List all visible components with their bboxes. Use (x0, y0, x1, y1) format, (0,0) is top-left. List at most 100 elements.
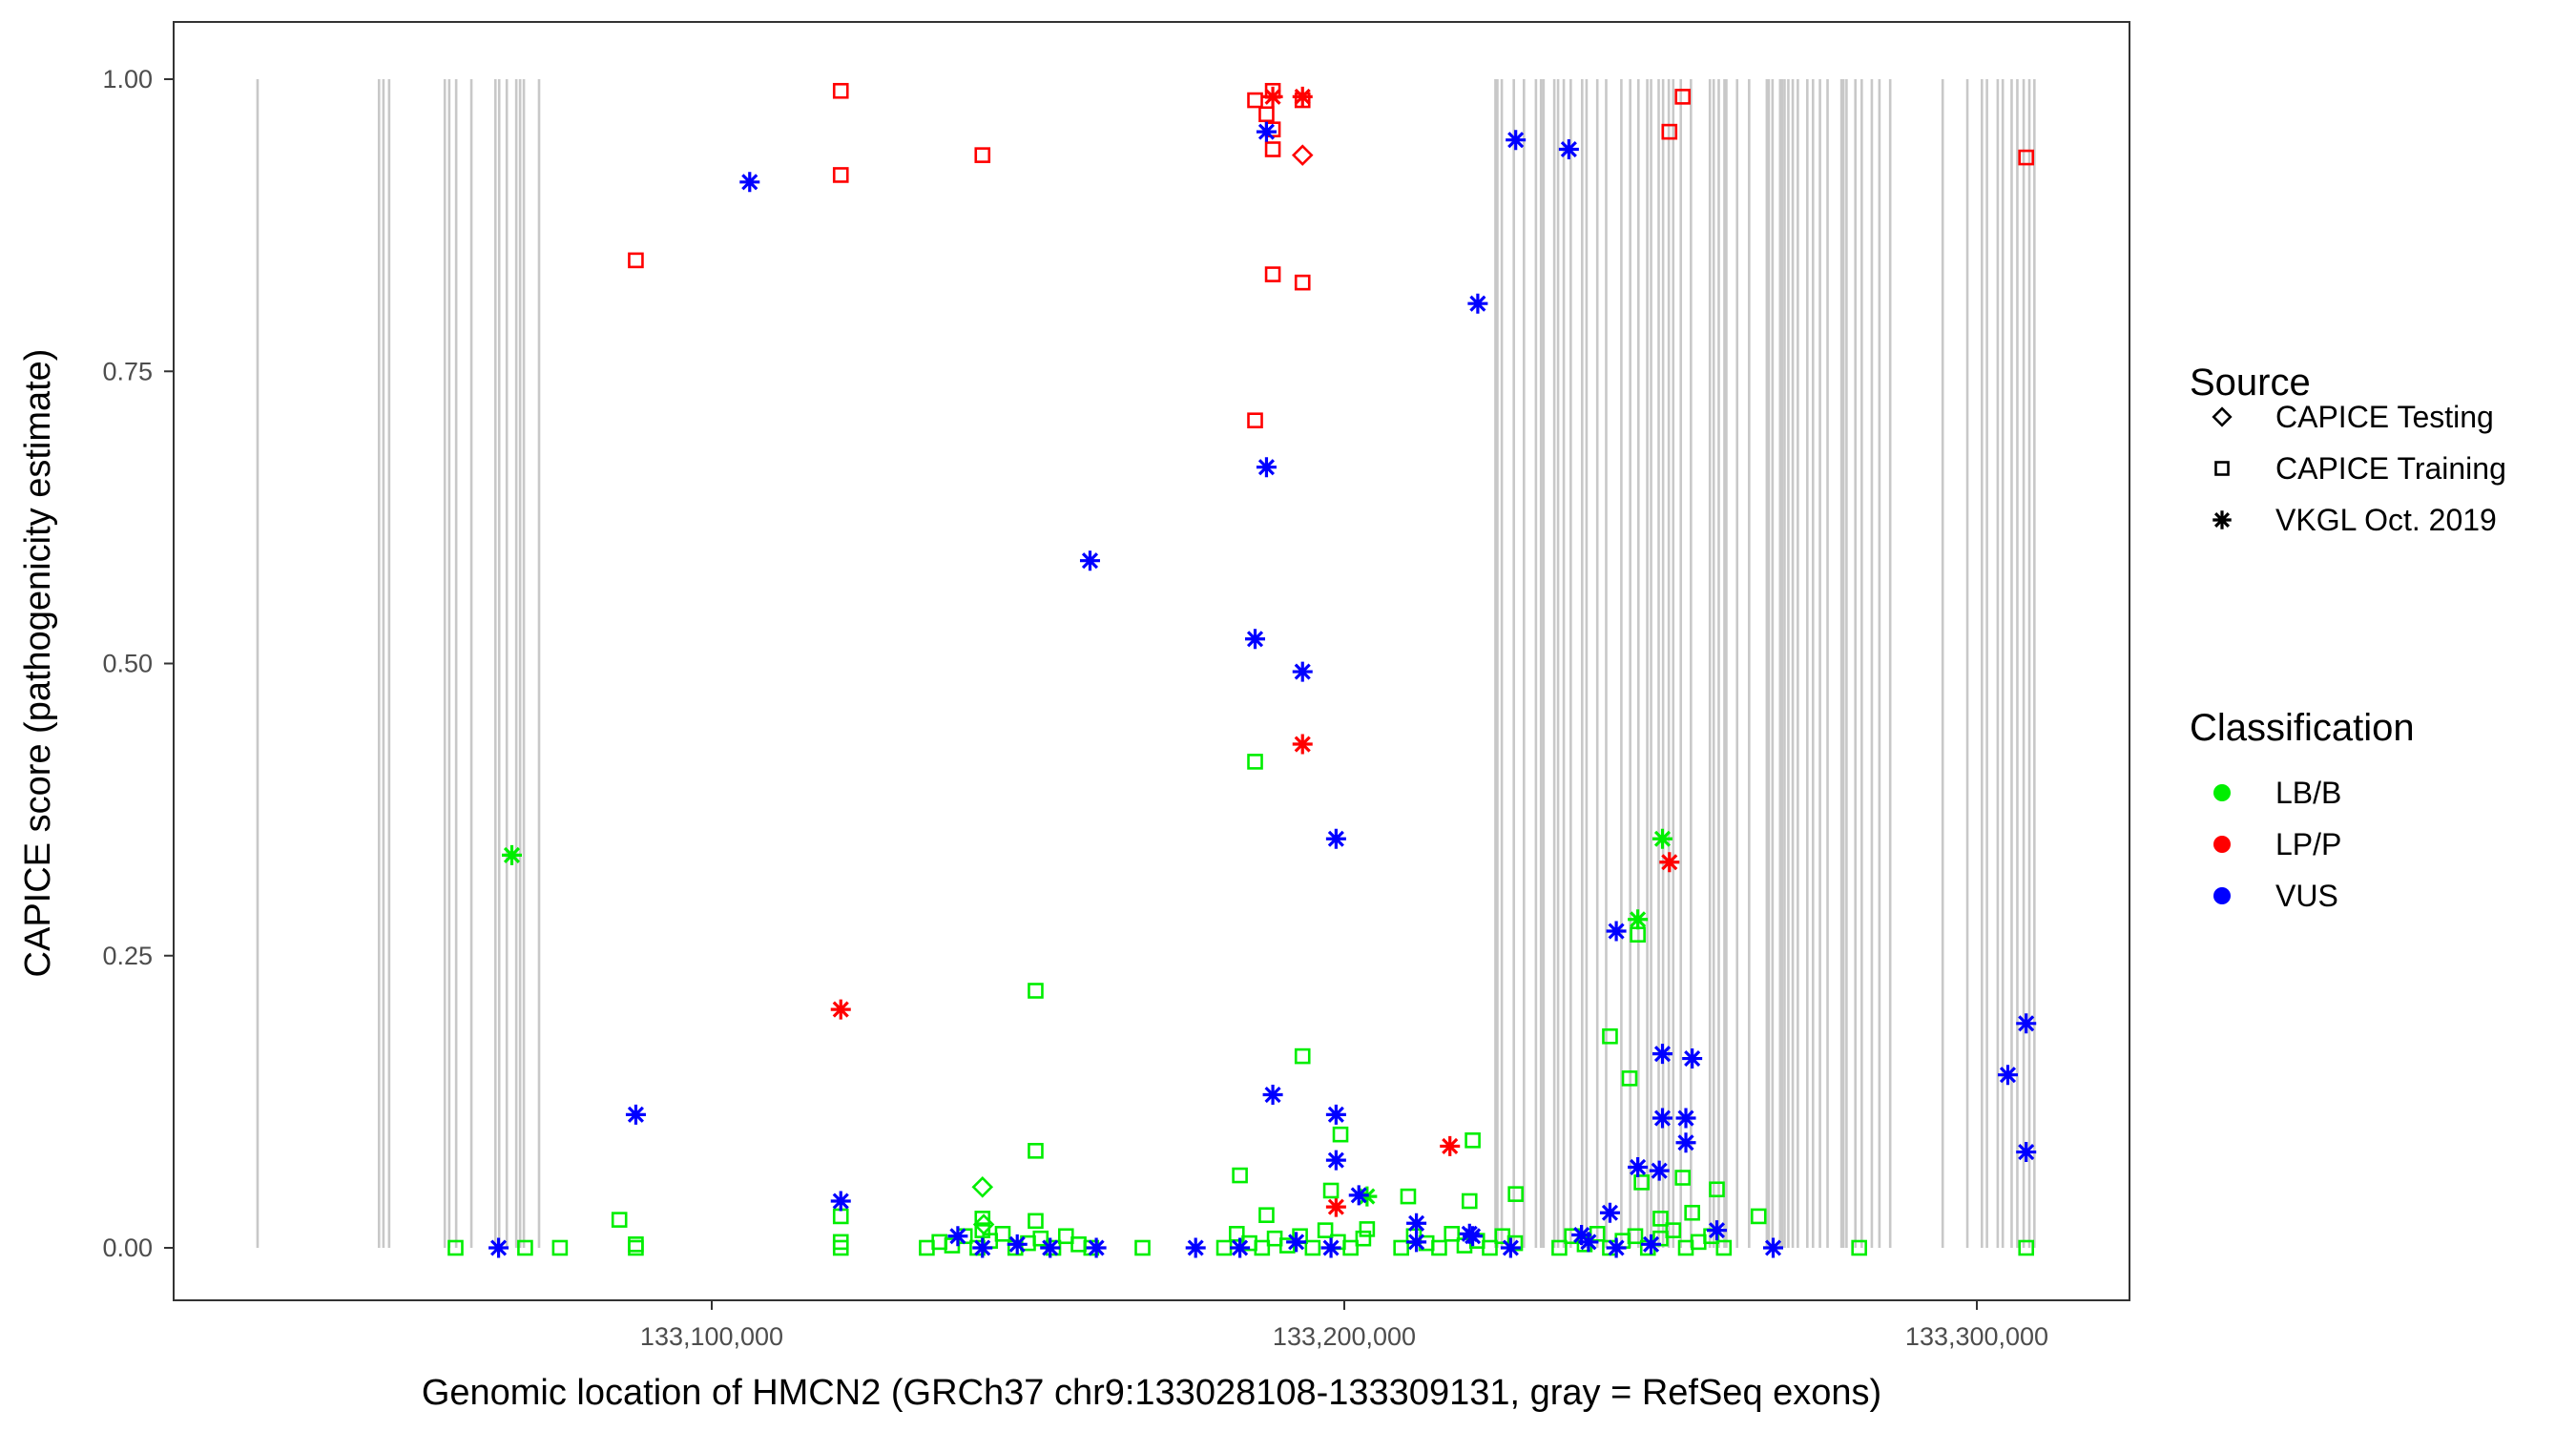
panel-border (173, 21, 2130, 1301)
legend-key-lbb-icon (2213, 784, 2231, 801)
asterisk-marker (1325, 1150, 1346, 1171)
data-point-training-lbb (551, 1239, 569, 1256)
square-marker (1750, 1208, 1767, 1225)
asterisk-marker (1086, 1237, 1107, 1258)
data-point-vkgl-vus (1040, 1237, 1061, 1258)
data-point-training-lbb (1602, 1027, 1618, 1045)
data-point-training-lpp (1258, 106, 1275, 123)
x-tick-label: 133,300,000 (1905, 1322, 2048, 1351)
asterisk-marker (1675, 1132, 1696, 1153)
asterisk-marker (1262, 1085, 1283, 1106)
legend-key-testing-icon (2212, 406, 2233, 427)
square-marker (1621, 1070, 1638, 1087)
data-point-training-lbb (832, 1239, 849, 1256)
data-point-vkgl-vus (1997, 1065, 2018, 1086)
data-point-vkgl-vus (1325, 828, 1346, 849)
data-point-vkgl-vus (1256, 121, 1277, 142)
data-point-vkgl-vus (1230, 1237, 1251, 1258)
square-marker (1228, 1226, 1245, 1242)
data-point-vkgl-vus (1628, 1156, 1649, 1177)
asterisk-marker (1406, 1232, 1427, 1253)
plot-panel (174, 22, 2129, 1300)
square-marker (1507, 1186, 1524, 1202)
data-point-testing-lbb (971, 1176, 994, 1198)
data-point-training-lpp (1264, 266, 1281, 282)
data-point-vkgl-vus (1558, 139, 1579, 159)
asterisk-marker (1245, 629, 1266, 650)
square-marker (1264, 266, 1281, 282)
asterisk-marker (830, 1191, 851, 1212)
data-point-vkgl-vus (1286, 1232, 1307, 1253)
square-marker (832, 1239, 849, 1256)
data-point-vkgl-vus (1599, 1202, 1620, 1223)
y-tick-label: 0.75 (102, 357, 153, 385)
asterisk-marker (1506, 130, 1527, 151)
asterisk-marker (1500, 1237, 1521, 1258)
data-point-vkgl-vus (972, 1237, 993, 1258)
data-point-testing-lpp (1291, 144, 1314, 166)
square-marker (994, 1226, 1011, 1242)
square-marker (1294, 1047, 1311, 1065)
square-marker (517, 1239, 533, 1256)
square-marker (1355, 1230, 1372, 1247)
y-tick-label: 0.00 (102, 1234, 153, 1262)
data-point-training-lpp (1294, 274, 1311, 291)
asterisk-marker (1682, 1048, 1703, 1069)
asterisk-marker (1628, 1156, 1649, 1177)
square-marker (1232, 1167, 1248, 1184)
data-point-training-lbb (1332, 1126, 1349, 1143)
data-point-training-lbb (1750, 1208, 1767, 1225)
data-point-vkgl-vus (1578, 1232, 1599, 1253)
square-marker (1431, 1239, 1447, 1256)
legend-key-training-icon (2214, 461, 2230, 476)
data-point-training-lbb (1621, 1070, 1638, 1087)
asterisk-marker (2212, 510, 2232, 529)
square-marker (1461, 1192, 1478, 1210)
square-marker (1652, 1211, 1669, 1227)
data-point-training-lbb (1028, 1213, 1044, 1230)
asterisk-marker (739, 172, 760, 193)
asterisk-marker (1467, 293, 1488, 314)
y-tick-label: 0.25 (102, 942, 153, 970)
square-marker (1057, 1228, 1074, 1245)
asterisk-marker (1675, 1108, 1696, 1129)
data-point-training-lbb (611, 1212, 628, 1228)
square-marker (1627, 1228, 1644, 1245)
data-point-training-lbb (1317, 1222, 1334, 1238)
asterisk-marker (1652, 828, 1672, 849)
square-marker (1254, 1239, 1271, 1256)
data-point-vkgl-vus (1649, 1160, 1670, 1181)
data-point-training-lpp (628, 252, 644, 269)
data-point-vkgl-vus (1763, 1237, 1784, 1258)
asterisk-marker (1707, 1220, 1728, 1241)
data-point-vkgl-vus (1606, 1237, 1627, 1258)
data-point-training-lbb (1258, 1207, 1275, 1223)
data-point-training-lbb (1665, 1222, 1682, 1238)
x-axis-title: Genomic location of HMCN2 (GRCh37 chr9:1… (422, 1373, 1881, 1413)
asterisk-marker (1325, 1104, 1346, 1125)
legend-source-title: Source (2190, 362, 2311, 404)
data-point-vkgl-vus (488, 1237, 509, 1258)
data-point-training-lbb (1627, 1228, 1644, 1245)
square-marker (1028, 1143, 1044, 1159)
data-point-vkgl-vus (1079, 550, 1100, 571)
data-point-training-lpp (974, 147, 991, 163)
square-marker (1258, 1207, 1275, 1223)
legend-label-vus: VUS (2275, 879, 2338, 913)
square-marker (628, 252, 644, 269)
data-point-vkgl-vus (739, 172, 760, 193)
square-marker (1551, 1239, 1568, 1256)
asterisk-marker (1230, 1237, 1251, 1258)
data-point-training-lbb (1507, 1186, 1524, 1202)
data-point-vkgl-vus (1641, 1234, 1662, 1255)
square-marker (1602, 1027, 1618, 1045)
asterisk-marker (1185, 1237, 1206, 1258)
data-point-vkgl-vus (1467, 293, 1488, 314)
square-marker (628, 1239, 644, 1256)
square-marker (447, 1239, 464, 1256)
y-tick-label: 1.00 (102, 65, 153, 93)
data-point-vkgl-vus (1320, 1237, 1341, 1258)
square-marker (1444, 1226, 1461, 1242)
data-point-training-lpp (1264, 141, 1281, 157)
